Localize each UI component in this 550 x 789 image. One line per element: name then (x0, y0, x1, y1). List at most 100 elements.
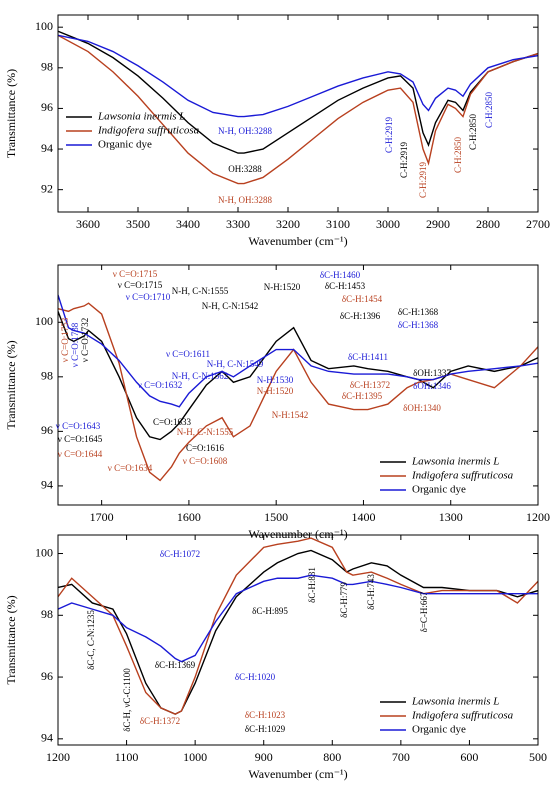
legend-label: Organic dye (98, 139, 152, 151)
x-tick-label: 3000 (376, 217, 400, 231)
legend-label: Organic dye (412, 484, 466, 496)
annotation: δC-H:1454 (342, 294, 383, 304)
annotation: N-H, OH:3288 (218, 126, 272, 136)
annotation: δC-H:1029 (245, 724, 286, 734)
y-tick-label: 94 (41, 141, 53, 155)
annotation: ν C=O:1732 (80, 318, 90, 362)
annotation: N-H, C-N:1549 (207, 359, 264, 369)
annotation: ν C=O:1643 (56, 421, 101, 431)
annotation: δC-H:1453 (325, 281, 366, 291)
x-tick-label: 3100 (326, 217, 350, 231)
x-tick-label: 1000 (183, 750, 207, 764)
x-tick-label: 500 (529, 750, 547, 764)
spectrum-line (58, 549, 538, 715)
plot-area (58, 537, 538, 715)
x-axis-label: Wavenumber (cm⁻¹) (248, 527, 347, 541)
y-axis-label: Transmittance (%) (4, 595, 18, 684)
annotation: δC-C, C-N:1235 (86, 610, 96, 670)
annotation: C-H:2850 (453, 137, 463, 174)
annotation: ν C=O:1753 (60, 317, 70, 362)
annotation: C-H:2919 (418, 162, 428, 199)
annotation: δC-H:1020 (235, 672, 276, 682)
panel: 94 96 98 100 1700 1600 1500 1400 1300 1200 Wavenum… (4, 264, 550, 541)
annotation: ν C=O:1632 (138, 380, 182, 390)
x-tick-label: 1200 (526, 510, 550, 524)
annotation: N-H, OH:3288 (218, 195, 272, 205)
annotation: OH:3288 (228, 164, 262, 174)
annotation: δOH:1340 (403, 403, 441, 413)
x-tick-label: 3300 (226, 217, 250, 231)
annotation: δC-H:895 (252, 606, 288, 616)
annotation: N-H:1542 (272, 410, 309, 420)
legend-label: Indigofera suffruticosa (411, 470, 514, 482)
y-tick-label: 100 (35, 19, 53, 33)
annotation: δC-H:1369 (155, 660, 196, 670)
x-axis-label: Wavenumber (cm⁻¹) (248, 234, 347, 248)
annotation: ν C=O:1738 (70, 322, 80, 367)
spectrum-line (58, 34, 538, 185)
spectrum-line (58, 537, 538, 715)
x-tick-label: 2700 (526, 217, 550, 231)
legend-label: Lawsonia inermis L (411, 696, 499, 708)
x-tick-label: 800 (323, 750, 341, 764)
x-tick-label: 3200 (276, 217, 300, 231)
annotation: N-H, C-N:1555 (172, 286, 229, 296)
x-tick-label: 700 (392, 750, 410, 764)
panel: 94 96 98 100 1200 1100 1000 900 800 700 600 500 Wave… (4, 534, 547, 781)
annotation: C=O:1633 (153, 417, 192, 427)
plot-frame (57, 14, 539, 213)
annotation: C-H:2919 (399, 142, 409, 179)
x-tick-label: 3400 (176, 217, 200, 231)
x-tick-label: 2800 (476, 217, 500, 231)
y-tick-label: 96 (41, 423, 53, 437)
spectrum-line (58, 311, 538, 441)
annotation: ν C=O:1608 (183, 456, 228, 466)
annotation: δC-H:1460 (320, 270, 361, 280)
annotation: δC-H:1023 (245, 710, 286, 720)
annotation: ν C=O:1715 (113, 269, 158, 279)
x-tick-label: 1700 (90, 510, 114, 524)
spectrum-line (58, 294, 538, 408)
annotation: δC-H, νC-C:1100 (122, 668, 132, 732)
annotation: δOH:1346 (413, 381, 451, 391)
y-tick-label: 98 (41, 369, 53, 383)
y-tick-label: 100 (35, 545, 53, 559)
y-tick-label: 92 (41, 181, 53, 195)
annotation: ν C=O:1611 (166, 349, 210, 359)
annotation: δC-H:1372 (350, 380, 390, 390)
annotation: N-H:1520 (257, 386, 294, 396)
y-axis-label: Transmittance (%) (4, 340, 18, 429)
x-axis-label: Wavenumber (cm⁻¹) (248, 767, 347, 781)
plot-frame (57, 264, 539, 506)
y-tick-label: 98 (41, 60, 53, 74)
x-tick-label: 3500 (126, 217, 150, 231)
y-tick-label: 100 (35, 314, 53, 328)
plot-area (58, 30, 538, 185)
x-tick-label: 3600 (76, 217, 100, 231)
spectrum-line (58, 302, 538, 482)
y-tick-label: 96 (41, 669, 53, 683)
annotation: δC-H:1368 (398, 307, 439, 317)
annotation: N-H, C-N:1562 (172, 371, 229, 381)
y-tick-label: 98 (41, 607, 53, 621)
annotation: δC-H:1368 (398, 320, 439, 330)
y-tick-label: 94 (41, 478, 53, 492)
x-tick-label: 2900 (426, 217, 450, 231)
annotation: C-H:2919 (384, 117, 394, 154)
annotation: N-H:1530 (257, 375, 294, 385)
annotation: δC-H:831 (307, 567, 317, 603)
annotation: ν C=O:1645 (58, 434, 103, 444)
annotation: δC-H:779 (339, 582, 349, 618)
x-tick-label: 1600 (177, 510, 201, 524)
y-axis-label: Transmittance (%) (4, 69, 18, 158)
plot-frame (57, 534, 539, 746)
annotation: ν C=O:1710 (126, 292, 171, 302)
annotation: δOH:1337 (413, 368, 451, 378)
annotation: δC-H:1395 (342, 391, 383, 401)
spectrum-line (58, 30, 538, 154)
annotation: ν C=O:1715 (118, 280, 163, 290)
spectrum-line (58, 34, 538, 118)
x-tick-label: 600 (460, 750, 478, 764)
y-tick-label: 96 (41, 100, 53, 114)
